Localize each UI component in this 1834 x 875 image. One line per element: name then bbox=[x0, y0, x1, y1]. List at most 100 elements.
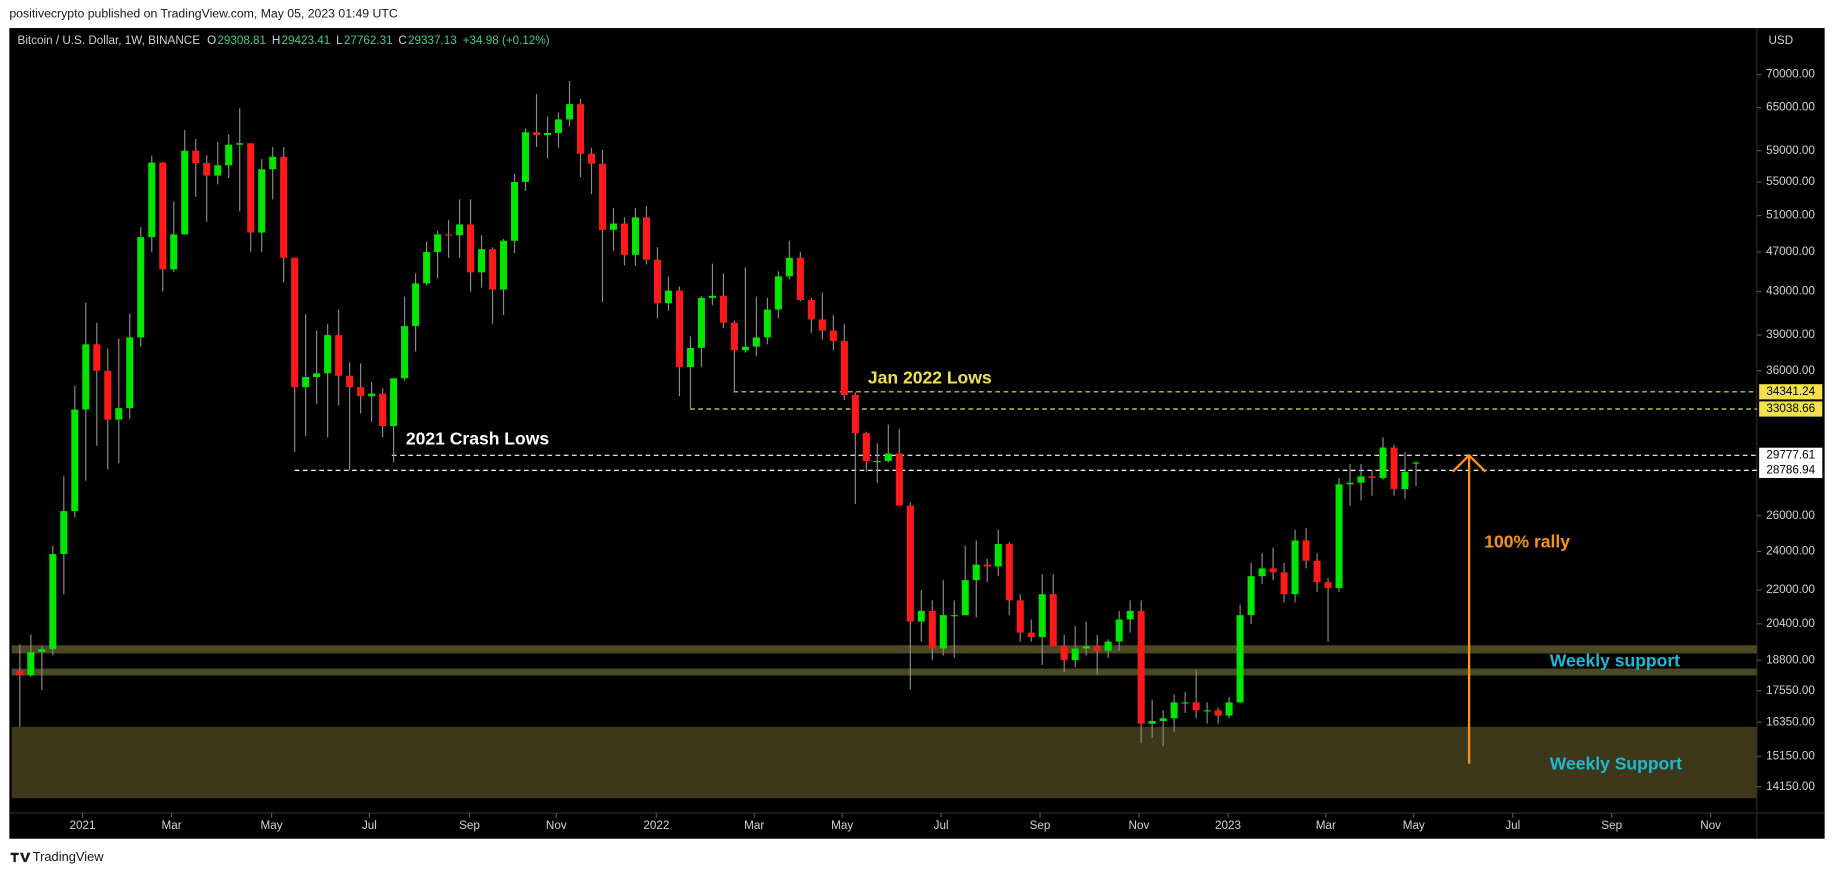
candle-body bbox=[456, 224, 464, 236]
candle-body bbox=[620, 223, 628, 255]
x-tick-label: Nov bbox=[1129, 819, 1150, 832]
candle-body bbox=[258, 169, 266, 233]
x-tick-label: Nov bbox=[546, 819, 567, 832]
candle-body bbox=[423, 252, 431, 284]
candle-body bbox=[511, 181, 519, 241]
candle-body bbox=[708, 295, 716, 298]
candle-body bbox=[368, 393, 376, 397]
candle-body bbox=[917, 610, 925, 622]
candle-body bbox=[225, 144, 233, 166]
candle-body bbox=[961, 580, 969, 616]
x-tick-label: 2021 bbox=[69, 819, 95, 832]
y-tick-label: 22000.00 bbox=[1766, 583, 1815, 596]
y-tick-label: 65000.00 bbox=[1766, 101, 1815, 114]
candle-body bbox=[1225, 702, 1233, 716]
candle-body bbox=[576, 104, 585, 154]
candle-body bbox=[16, 670, 24, 676]
candle-body bbox=[1137, 610, 1145, 724]
candle-body bbox=[522, 132, 530, 182]
candle-body bbox=[555, 119, 563, 133]
candle-body bbox=[741, 346, 749, 351]
candle-body bbox=[807, 299, 815, 320]
x-tick-label: Mar bbox=[161, 819, 181, 832]
y-tick-label: 36000.00 bbox=[1766, 364, 1815, 377]
candle-body bbox=[291, 257, 299, 388]
candle-body bbox=[544, 132, 552, 136]
ohlc-key: C bbox=[398, 34, 406, 47]
x-tick-label: Sep bbox=[459, 819, 480, 832]
candle-body bbox=[994, 544, 1002, 567]
candle-body bbox=[1170, 702, 1178, 719]
candle-body bbox=[49, 553, 57, 650]
candle-body bbox=[1258, 568, 1266, 577]
candle-body bbox=[302, 377, 310, 388]
y-tick-label: 55000.00 bbox=[1766, 175, 1815, 188]
x-tick-label: Nov bbox=[1700, 819, 1721, 832]
candle-body bbox=[609, 223, 617, 230]
publisher-line: positivecrypto published on TradingView.… bbox=[9, 6, 398, 20]
candle-body bbox=[203, 162, 211, 176]
y-tick-label: 17550.00 bbox=[1766, 684, 1815, 697]
rally-arrow-head bbox=[1451, 453, 1487, 473]
x-tick-label: 2023 bbox=[1215, 819, 1241, 832]
candle-body bbox=[928, 610, 936, 649]
candle-body bbox=[236, 143, 244, 145]
candle-body bbox=[115, 408, 123, 420]
candle-body bbox=[1302, 540, 1310, 561]
x-tick-label: Jul bbox=[934, 819, 949, 832]
candle-body bbox=[126, 337, 134, 409]
candle-body bbox=[1335, 484, 1343, 589]
ohlc-value: 27762.31 bbox=[344, 34, 393, 47]
candle-body bbox=[906, 505, 914, 622]
y-tick-label: 18800.00 bbox=[1766, 653, 1815, 666]
chart-background bbox=[9, 28, 1825, 839]
ohlc-value: 29423.41 bbox=[282, 34, 331, 47]
candle-body bbox=[829, 330, 837, 341]
tradingview-logo bbox=[10, 852, 31, 863]
support-zones bbox=[11, 645, 1757, 799]
candle-body bbox=[467, 224, 475, 273]
candle-body bbox=[972, 564, 980, 581]
candle-body bbox=[1390, 447, 1398, 490]
candle-body bbox=[939, 615, 947, 649]
x-tick-label: Jul bbox=[1505, 819, 1520, 832]
candle-body bbox=[104, 370, 112, 420]
candle-body bbox=[1148, 721, 1156, 724]
candle-body bbox=[642, 217, 650, 260]
candle-body bbox=[93, 344, 101, 371]
candle-body bbox=[82, 344, 90, 410]
candle-body bbox=[1104, 641, 1112, 651]
level-price-label: 29777.61 bbox=[1766, 448, 1815, 461]
y-tick-label: 24000.00 bbox=[1766, 544, 1815, 557]
candle-body bbox=[1280, 572, 1288, 595]
candle-body bbox=[1060, 646, 1068, 661]
candle-body bbox=[346, 375, 354, 388]
ohlc-key: L bbox=[336, 34, 343, 47]
candle-body bbox=[280, 156, 288, 258]
candle-body bbox=[675, 290, 683, 368]
y-tick-label: 43000.00 bbox=[1766, 285, 1815, 298]
candle-body bbox=[1016, 600, 1024, 633]
level-price-label: 28786.94 bbox=[1766, 463, 1815, 476]
candle-body bbox=[379, 393, 387, 427]
ohlc-value: 29308.81 bbox=[217, 34, 266, 47]
candle-body bbox=[1324, 582, 1332, 589]
candle-body bbox=[1412, 462, 1420, 464]
candle-body bbox=[335, 335, 343, 376]
footer-brand: TradingView bbox=[33, 849, 104, 864]
candle-body bbox=[1357, 476, 1365, 483]
y-tick-label: 16350.00 bbox=[1766, 715, 1815, 728]
candle-body bbox=[796, 257, 804, 300]
candle-body bbox=[631, 217, 639, 255]
candle-body bbox=[1203, 710, 1211, 712]
x-tick-label: Sep bbox=[1030, 819, 1051, 832]
x-tick-label: May bbox=[261, 819, 283, 832]
candle-body bbox=[686, 347, 694, 368]
change-value: +34.98 (+0.12%) bbox=[463, 34, 550, 47]
candle-body bbox=[390, 378, 398, 427]
candle-body bbox=[401, 326, 409, 379]
x-tick-label: Mar bbox=[1316, 819, 1336, 832]
candle-body bbox=[587, 153, 596, 164]
